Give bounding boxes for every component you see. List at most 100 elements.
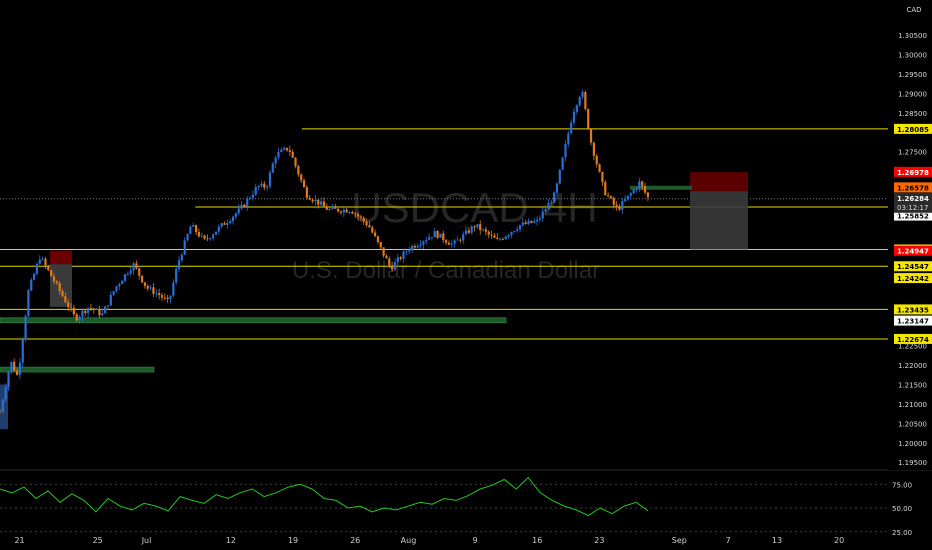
candle-body-20	[55, 281, 58, 284]
candle-body-25	[69, 307, 73, 309]
candle-body-42	[118, 284, 121, 287]
current-price-tag: 1.26284	[897, 195, 929, 203]
candle-body-18	[50, 270, 53, 277]
candle-body-76	[214, 231, 218, 235]
level-tag-5-bg[interactable]	[894, 333, 932, 344]
price-tag-0-bg[interactable]	[894, 166, 932, 177]
candle-body-124	[351, 212, 354, 214]
candle-body-103	[291, 151, 294, 158]
candle-body-16	[44, 258, 47, 266]
candle-body-169	[479, 224, 482, 231]
candle-body-11	[30, 279, 33, 291]
rsi-level-label-0: 75.00	[892, 481, 912, 489]
candle-body-190	[538, 218, 542, 220]
current-price-tag-bg	[894, 192, 932, 213]
candle-body-104	[294, 157, 297, 167]
price-tag-1-bg[interactable]	[894, 182, 932, 193]
candle-body-92	[260, 183, 263, 186]
candle-body-139	[393, 262, 397, 270]
price-tag-5-bg[interactable]	[894, 273, 932, 284]
candle-body-205	[581, 92, 584, 97]
candle-body-113	[320, 201, 323, 205]
candle-body-131	[371, 227, 374, 233]
candle-body-58	[163, 297, 166, 299]
price-tag-0: 1.26978	[897, 169, 929, 177]
candle-body-130	[368, 225, 371, 228]
position-box-left	[0, 384, 8, 430]
zone-boxes[interactable]	[0, 172, 748, 430]
candle-body-78	[220, 223, 223, 227]
level-tag-0-bg[interactable]	[894, 123, 932, 134]
price-axis-bg	[888, 0, 932, 470]
candle-body-4	[10, 361, 13, 372]
time-tick-1: 25	[93, 536, 103, 545]
candle-body-225	[638, 181, 641, 189]
time-tick-0: 21	[14, 536, 24, 545]
candle-body-69	[194, 225, 198, 233]
candle-body-160	[453, 240, 456, 244]
candle-body-177	[501, 239, 505, 240]
price-tag-2-bg[interactable]	[894, 210, 932, 221]
candle-body-59	[166, 297, 169, 300]
candle-body-141	[399, 257, 402, 259]
candle-body-208	[589, 129, 593, 143]
candle-body-118	[334, 207, 337, 209]
candle-body-127	[359, 216, 362, 218]
candle-body-216	[612, 198, 615, 205]
candle-body-37	[104, 306, 107, 314]
time-tick-5: 26	[350, 536, 360, 545]
candle-body-138	[391, 265, 394, 270]
candle-body-74	[209, 238, 212, 239]
time-axis[interactable]: 21 25 Jul 12 19 26 Aug 9 16 23 Sep 7 13 20	[14, 536, 844, 545]
candle-body-203	[575, 105, 578, 112]
candle-body-64	[180, 254, 183, 261]
candle-body-81	[229, 221, 232, 224]
candle-body-90	[254, 187, 257, 195]
candle-body-223	[632, 189, 635, 194]
candlesticks	[0, 89, 649, 415]
time-tick-11: 7	[726, 536, 731, 545]
candle-body-128	[362, 217, 365, 222]
candle-body-227	[643, 186, 647, 193]
candle-body-22	[61, 290, 64, 297]
candle-body-166	[470, 226, 473, 233]
candle-body-135	[382, 247, 385, 256]
candle-body-136	[385, 255, 388, 259]
candle-body-28	[78, 316, 81, 321]
price-tick-0: 1.30500	[898, 32, 927, 40]
candle-body-52	[146, 285, 149, 289]
candle-body-176	[499, 239, 502, 240]
horizontal-levels[interactable]	[0, 128, 888, 340]
price-tag-4-bg[interactable]	[894, 245, 932, 256]
candle-body-101	[285, 147, 289, 151]
candle-body-181	[513, 230, 516, 232]
candle-body-43	[121, 280, 124, 285]
level-tag-3-bg[interactable]	[894, 261, 932, 272]
candle-body-93	[263, 183, 266, 188]
candle-body-189	[535, 219, 539, 222]
candle-body-129	[365, 221, 368, 226]
price-tag-6-bg[interactable]	[894, 315, 932, 326]
candle-body-80	[226, 223, 229, 225]
candle-body-27	[75, 314, 78, 321]
candle-body-96	[271, 163, 274, 173]
currency-label: CAD	[906, 6, 921, 14]
candle-body-33	[92, 308, 95, 310]
price-axis[interactable]: CAD 1.30500 1.30000 1.29500 1.29000 1.28500 1.…	[888, 0, 932, 470]
candle-body-38	[106, 305, 110, 307]
candle-body-226	[641, 181, 644, 187]
price-tick-9: 1.21500	[898, 382, 927, 390]
level-tag-4-bg[interactable]	[894, 304, 932, 315]
candle-body-185	[524, 222, 527, 224]
price-tag-4: 1.24947	[897, 248, 929, 256]
candle-body-83	[234, 213, 237, 217]
candle-body-65	[183, 240, 186, 255]
candle-body-134	[379, 242, 382, 248]
candle-body-49	[138, 268, 141, 276]
candle-body-87	[246, 198, 249, 207]
time-tick-2: Jul	[141, 536, 152, 545]
candle-body-143	[405, 251, 408, 253]
candle-body-172	[487, 231, 490, 235]
